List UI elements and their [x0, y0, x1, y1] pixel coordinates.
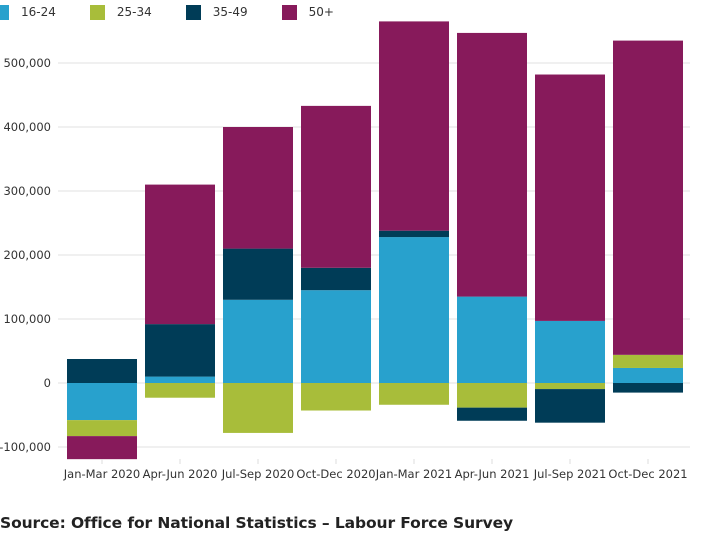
bar-segment-16-24[interactable] — [379, 237, 449, 383]
bar-segment-35-49[interactable] — [67, 359, 137, 383]
bar-segment-50+[interactable] — [301, 105, 371, 268]
bar-segment-35-49[interactable] — [301, 267, 371, 291]
bar-segment-16-24[interactable] — [535, 320, 605, 383]
x-tick-label: Apr-Jun 2020 — [143, 467, 218, 481]
bar-segment-16-24[interactable] — [301, 290, 371, 383]
legend-swatch — [89, 4, 105, 20]
bar-segment-50+[interactable] — [223, 127, 293, 249]
legend-item-25-34[interactable]: 25-34 — [89, 4, 152, 20]
bar-segment-50+[interactable] — [67, 436, 137, 460]
x-tick-label: Jul-Sep 2020 — [221, 467, 295, 481]
legend-label: 16-24 — [21, 5, 56, 19]
y-tick-label: 100,000 — [3, 312, 51, 326]
bar-segment-25-34[interactable] — [613, 354, 683, 368]
bar-segment-50+[interactable] — [613, 40, 683, 355]
x-tick-label: Oct-Dec 2020 — [296, 467, 375, 481]
legend-label: 35-49 — [212, 5, 248, 19]
bar-segment-16-24[interactable] — [457, 296, 527, 383]
x-tick-label: Jan-Mar 2021 — [375, 467, 453, 481]
y-tick-label: 0 — [44, 376, 51, 390]
bar-segment-35-49[interactable] — [535, 389, 605, 423]
legend: 16-24 25-34 35-49 50+ — [0, 2, 368, 22]
legend-swatch — [185, 4, 201, 20]
bar-segment-25-34[interactable] — [67, 420, 137, 437]
bar-segment-16-24[interactable] — [67, 383, 137, 421]
y-tick-label: 400,000 — [3, 120, 51, 134]
legend-label: 25-34 — [116, 5, 152, 19]
x-tick-label: Jul-Sep 2021 — [533, 467, 607, 481]
bar-segment-50+[interactable] — [535, 74, 605, 321]
x-tick-label: Apr-Jun 2021 — [455, 467, 530, 481]
stacked-bar-chart: -100,000 0 100,000 200,000 300,000 400,000 500… — [0, 21, 690, 481]
bar-segment-25-34[interactable] — [535, 383, 605, 390]
bar-segment-35-49[interactable] — [613, 383, 683, 393]
x-tick-label: Oct-Dec 2021 — [608, 467, 687, 481]
bar-segment-35-49[interactable] — [223, 248, 293, 300]
legend-swatch — [0, 4, 9, 20]
bar-segment-35-49[interactable] — [379, 230, 449, 238]
bar-segment-16-24[interactable] — [223, 299, 293, 383]
x-tick-label: Jan-Mar 2020 — [63, 467, 141, 481]
legend-swatch — [281, 4, 297, 20]
legend-item-16-24[interactable]: 16-24 — [0, 4, 56, 20]
legend-label: 50+ — [308, 5, 334, 19]
bar-segment-50+[interactable] — [379, 21, 449, 231]
bar-segment-35-49[interactable] — [457, 407, 527, 421]
y-tick-label: -100,000 — [0, 440, 51, 454]
bar-segment-25-34[interactable] — [301, 383, 371, 411]
bar-segment-16-24[interactable] — [613, 367, 683, 383]
source-note: Source: Office for National Statistics –… — [0, 514, 514, 532]
bar-segment-25-34[interactable] — [379, 383, 449, 405]
legend-item-35-49[interactable]: 35-49 — [185, 4, 248, 20]
bar-segment-25-34[interactable] — [457, 383, 527, 408]
bar-segment-16-24[interactable] — [145, 376, 215, 383]
legend-item-50+[interactable]: 50+ — [281, 4, 334, 20]
bar-segment-50+[interactable] — [457, 32, 527, 297]
bar-segment-25-34[interactable] — [223, 383, 293, 433]
y-tick-label: 300,000 — [3, 184, 51, 198]
y-tick-label: 200,000 — [3, 248, 51, 262]
bar-segment-35-49[interactable] — [145, 324, 215, 377]
bar-segment-25-34[interactable] — [145, 383, 215, 398]
bar-segment-50+[interactable] — [145, 184, 215, 325]
y-tick-label: 500,000 — [3, 56, 51, 70]
